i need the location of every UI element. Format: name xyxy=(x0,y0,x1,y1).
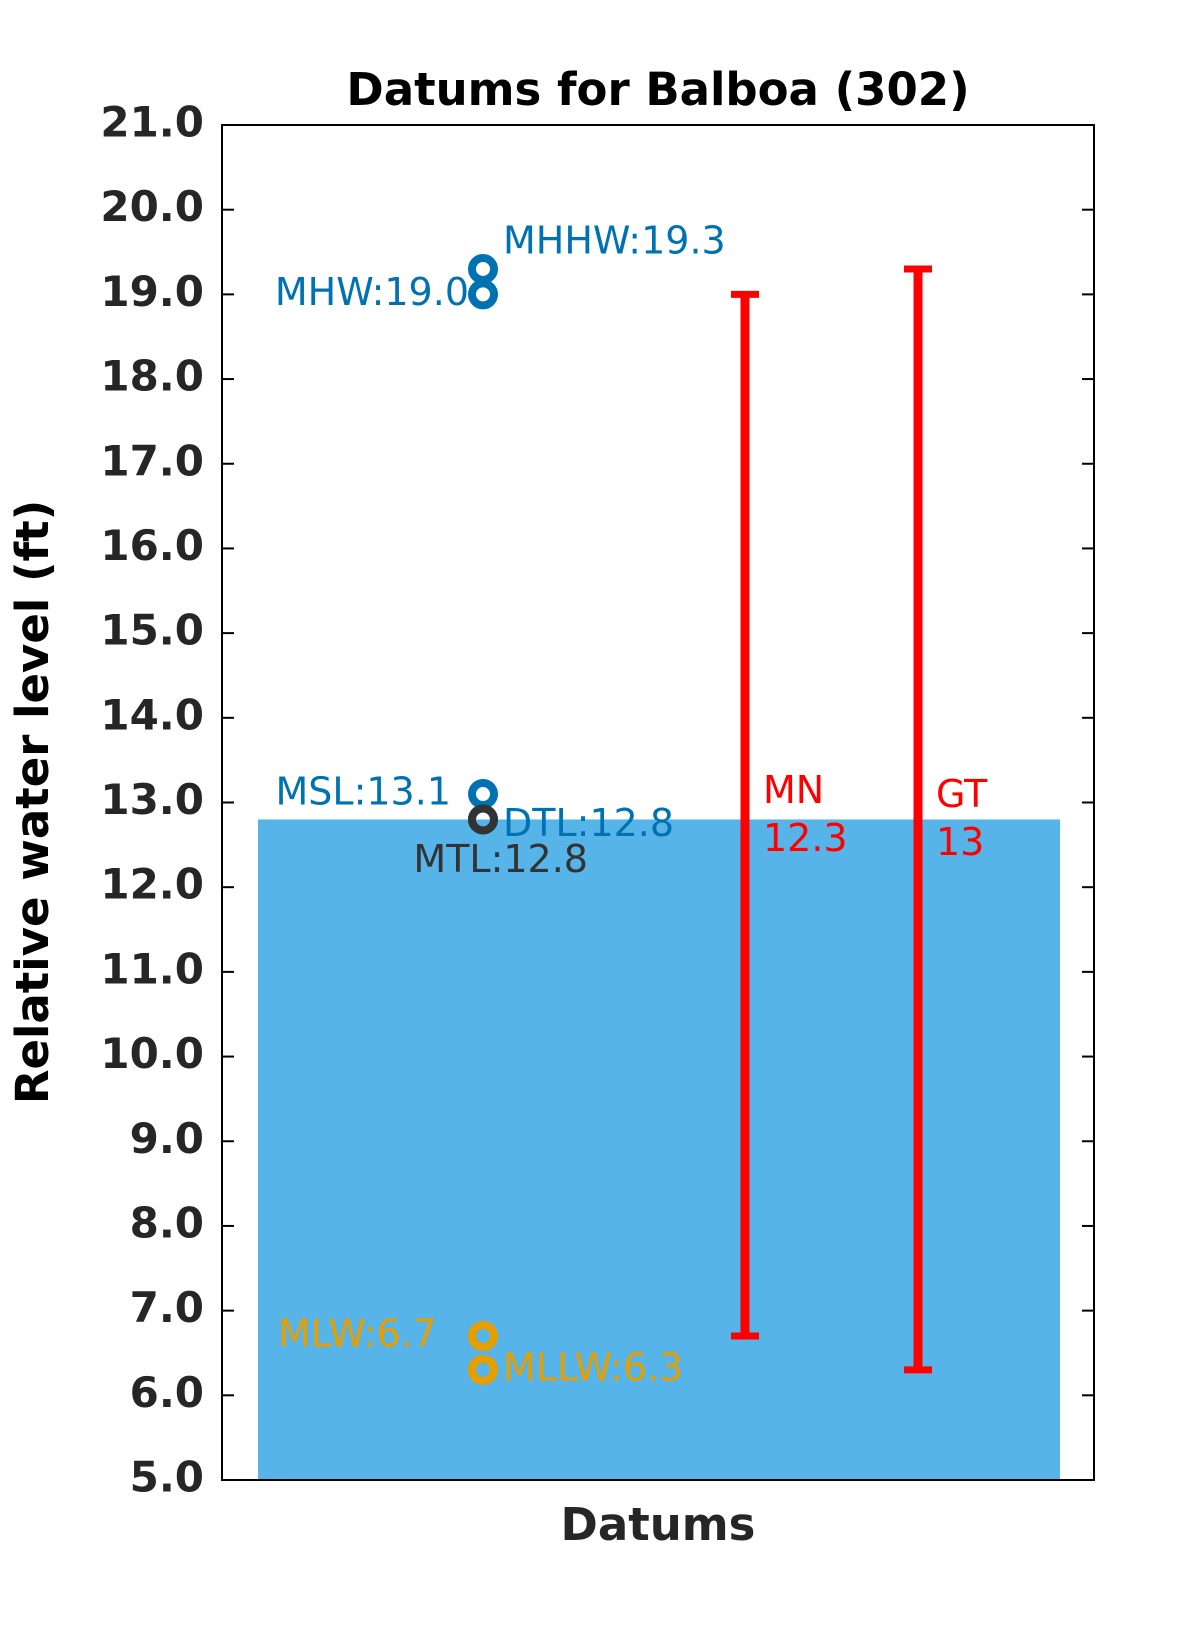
plot-frame xyxy=(221,124,1095,1481)
y-tick-label: 14.0 xyxy=(100,690,204,739)
y-tick-label: 12.0 xyxy=(100,860,204,909)
y-tick-label: 7.0 xyxy=(130,1283,204,1332)
datum-label: MSL:13.1 xyxy=(276,770,452,814)
y-tick-label: 6.0 xyxy=(130,1368,204,1417)
datum-marker xyxy=(468,804,498,835)
range-name: GT xyxy=(936,772,988,816)
y-tick-label: 11.0 xyxy=(100,944,204,993)
y-tick-label: 8.0 xyxy=(130,1198,204,1247)
datum-label: MLW:6.7 xyxy=(278,1312,437,1356)
y-tick-label: 18.0 xyxy=(100,352,204,401)
datum-label: MTL:12.8 xyxy=(413,837,588,881)
datum-label: MHW:19.0 xyxy=(275,270,469,314)
y-axis-label: Relative water level (ft) xyxy=(6,500,59,1104)
range-value: 12.3 xyxy=(763,816,848,860)
y-tick-label: 19.0 xyxy=(100,267,204,316)
datum-marker xyxy=(468,279,498,310)
y-tick-label: 5.0 xyxy=(130,1453,204,1502)
y-tick-label: 16.0 xyxy=(100,521,204,570)
y-tick-label: 15.0 xyxy=(100,606,204,655)
y-tick-label: 17.0 xyxy=(100,436,204,485)
datum-marker xyxy=(468,1321,498,1352)
y-tick-label: 20.0 xyxy=(100,182,204,231)
range-value: 13 xyxy=(936,820,984,864)
y-tick-label: 21.0 xyxy=(100,98,204,147)
datum-marker xyxy=(468,779,498,810)
datum-label: MHHW:19.3 xyxy=(503,218,726,262)
datum-marker xyxy=(468,253,498,284)
datum-label: MLLW:6.3 xyxy=(503,1345,683,1389)
y-tick-label: 13.0 xyxy=(100,775,204,824)
x-axis-label: Datums xyxy=(561,1498,756,1551)
y-tick-label: 10.0 xyxy=(100,1029,204,1078)
datum-marker xyxy=(468,1354,498,1385)
y-tick-label: 9.0 xyxy=(130,1114,204,1163)
datum-label: DTL:12.8 xyxy=(503,801,674,845)
range-name: MN xyxy=(763,768,824,812)
chart-title: Datums for Balboa (302) xyxy=(346,63,969,116)
